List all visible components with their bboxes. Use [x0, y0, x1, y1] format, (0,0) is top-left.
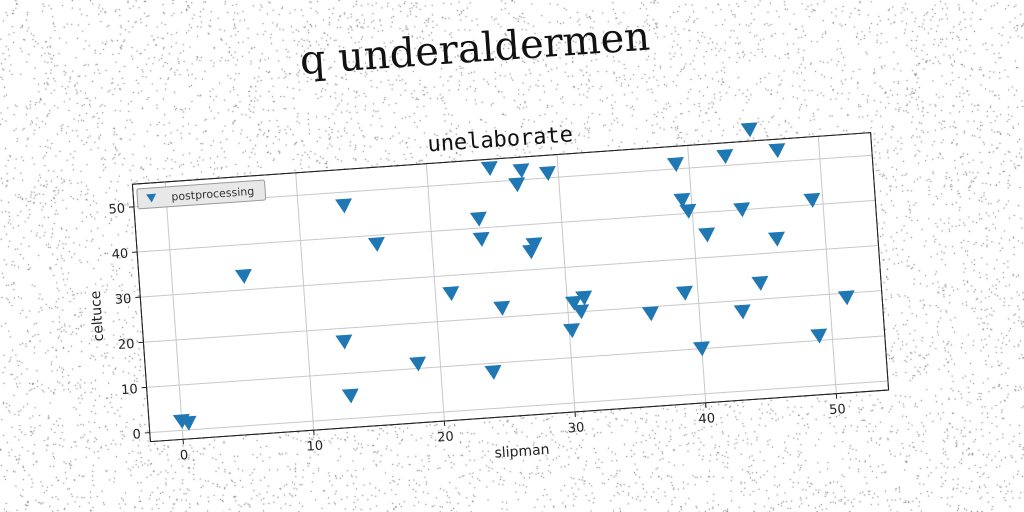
data-point [493, 300, 511, 316]
data-point [733, 304, 751, 320]
data-point [767, 231, 785, 247]
x-axis-label: slipman [494, 442, 550, 462]
data-point [768, 143, 786, 159]
data-point [469, 211, 487, 227]
data-point [179, 415, 197, 431]
x-gridline [817, 136, 837, 394]
data-point [442, 286, 460, 302]
data-point [692, 341, 710, 357]
data-point [335, 198, 352, 214]
y-gridline [137, 199, 876, 253]
x-tick-label: 40 [698, 411, 716, 427]
data-point [335, 334, 353, 350]
grid [133, 136, 888, 440]
x-tick-label: 0 [180, 448, 189, 464]
data-point [512, 163, 530, 179]
data-point [810, 328, 828, 344]
data-point [562, 323, 580, 339]
data-point [716, 149, 734, 165]
x-axis-ticks: 0 10 20 30 40 50 [180, 393, 847, 464]
y-axis-label: celtuce [88, 290, 108, 342]
y-tick-label: 20 [118, 337, 136, 353]
data-point [740, 122, 758, 138]
data-point [572, 304, 590, 320]
y-gridline [140, 245, 879, 298]
x-tick-label: 50 [829, 402, 847, 418]
legend-box [136, 179, 267, 210]
data-point [698, 227, 716, 243]
data-point [234, 268, 252, 284]
x-gridline [164, 181, 184, 440]
legend-entry: postprocessing [171, 185, 255, 204]
data-point [484, 364, 502, 380]
data-point [508, 177, 526, 193]
y-tick-label: 0 [132, 427, 141, 443]
data-point [472, 231, 490, 247]
data-point [675, 285, 693, 301]
data-point [341, 388, 359, 404]
data-point [751, 275, 769, 291]
data-point [837, 290, 855, 306]
x-gridline [687, 145, 707, 403]
x-tick-label: 10 [306, 439, 324, 455]
data-point [367, 236, 385, 252]
y-tick-label: 40 [111, 247, 129, 263]
x-gridline [425, 163, 445, 422]
data-point [480, 160, 498, 176]
data-point [673, 192, 691, 208]
y-tick-label: 30 [114, 292, 132, 308]
scatter-points [172, 122, 855, 431]
data-point [538, 165, 556, 181]
data-point [525, 237, 543, 253]
data-point [565, 295, 582, 311]
y-gridline [149, 380, 888, 434]
data-point [641, 306, 659, 322]
y-gridline [143, 290, 882, 343]
y-axis-ticks: 0 10 20 30 40 50 [108, 201, 150, 443]
x-gridline [556, 154, 576, 412]
legend: postprocessing [136, 179, 267, 210]
plot-frame [131, 132, 890, 443]
data-point [409, 356, 427, 372]
y-tick-label: 50 [108, 201, 126, 217]
data-point [666, 157, 684, 173]
y-tick-label: 10 [121, 382, 139, 398]
chart-title: unelaborate [427, 122, 574, 157]
data-point [803, 192, 821, 208]
data-point [679, 203, 697, 219]
y-gridline [146, 335, 885, 388]
x-tick-label: 20 [437, 429, 455, 445]
legend-marker-triangle-down [146, 193, 157, 203]
data-point [575, 290, 593, 306]
x-gridline [295, 172, 315, 431]
data-point [733, 202, 751, 218]
x-tick-label: 30 [567, 420, 585, 436]
